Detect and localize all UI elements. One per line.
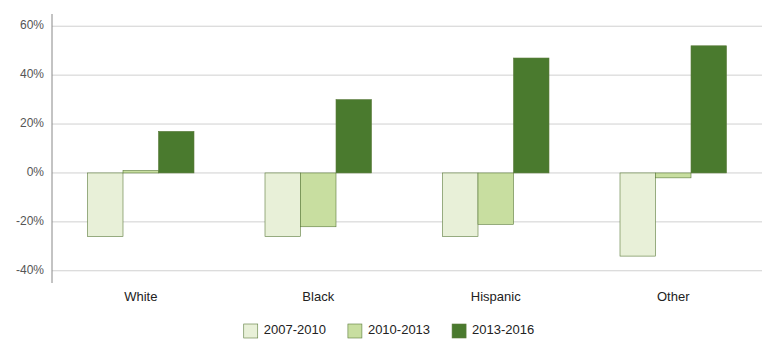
bar <box>691 46 727 173</box>
bar <box>656 173 692 178</box>
series <box>123 171 691 227</box>
legend-item: 2010-2013 <box>348 322 430 338</box>
y-tick-label: -40% <box>16 263 44 277</box>
bar <box>301 173 337 227</box>
bar <box>443 173 479 237</box>
grid <box>52 26 762 271</box>
y-tick-label: -20% <box>16 214 44 228</box>
x-tick-label: Other <box>657 289 690 304</box>
bar <box>123 171 159 173</box>
chart: -40% -20% 0% 20% 40% 60% White Black Hispanic Oth… <box>0 0 778 355</box>
grid-line <box>52 75 762 76</box>
y-ticks: -40% -20% 0% 20% 40% 60% <box>16 18 44 277</box>
legend-label: 2010-2013 <box>368 322 430 337</box>
y-tick-label: 0% <box>27 165 45 179</box>
grid-line <box>52 270 762 271</box>
legend-swatch <box>348 324 362 338</box>
bar <box>514 58 550 173</box>
legend-item: 2007-2010 <box>244 322 326 338</box>
grid-line <box>52 26 762 27</box>
grid-line <box>52 124 762 125</box>
x-ticks: White Black Hispanic Other <box>124 289 690 304</box>
legend-swatch <box>452 324 466 338</box>
y-tick-label: 20% <box>20 116 44 130</box>
series <box>159 46 727 173</box>
x-tick-label: Black <box>302 289 334 304</box>
y-tick-label: 60% <box>20 18 44 32</box>
bars <box>88 46 727 256</box>
x-tick-label: Hispanic <box>471 289 521 304</box>
bar <box>159 131 195 173</box>
legend-label: 2007-2010 <box>264 322 326 337</box>
bar <box>265 173 301 237</box>
bar <box>88 173 124 237</box>
legend-item: 2013-2016 <box>452 322 534 338</box>
series <box>88 173 656 256</box>
legend: 2007-2010 2010-2013 2013-2016 <box>244 322 535 338</box>
bar <box>336 100 372 173</box>
bar <box>478 173 514 224</box>
bar <box>620 173 656 256</box>
y-tick-label: 40% <box>20 67 44 81</box>
y-axis-line <box>52 14 53 283</box>
legend-label: 2013-2016 <box>472 322 534 337</box>
legend-swatch <box>244 324 258 338</box>
x-tick-label: White <box>124 289 157 304</box>
